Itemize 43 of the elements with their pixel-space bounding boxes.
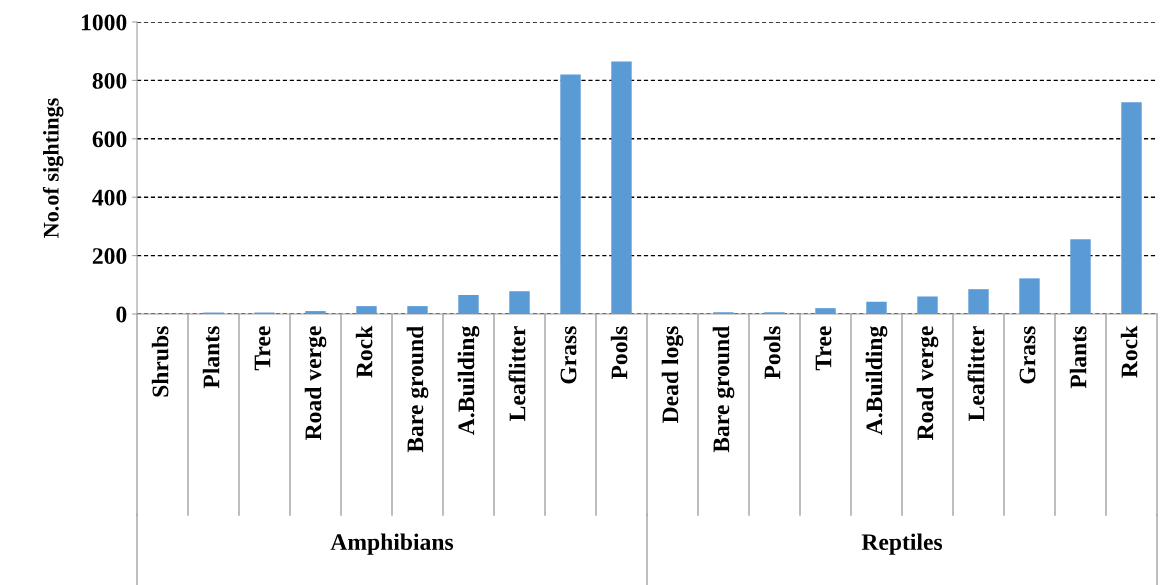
x-tick-label: Plants <box>202 326 220 389</box>
y-tick-label: 800 <box>92 72 127 89</box>
x-tick-label: Rock <box>1120 325 1138 378</box>
x-tick-label: Bare ground <box>712 325 735 453</box>
x-tick-label: Grass <box>560 326 577 384</box>
x-tick-label: Bare ground <box>406 325 429 453</box>
x-tick-label: A.Building <box>457 325 480 436</box>
bar <box>1121 102 1142 314</box>
x-tick-label: Pools <box>610 326 628 380</box>
x-tick-label: Dead logs <box>661 326 684 423</box>
bar <box>305 311 326 314</box>
x-tick-label: Leaflitter <box>967 326 985 421</box>
y-tick-label: 200 <box>92 248 127 265</box>
bar <box>509 291 530 314</box>
x-tick-label: Plants <box>1069 326 1087 389</box>
x-tick-label: Road verge <box>916 326 939 441</box>
bar <box>815 308 836 314</box>
bar <box>1070 239 1091 314</box>
bar <box>560 74 581 314</box>
x-tick-label: Rock <box>355 325 373 378</box>
bar <box>917 296 938 314</box>
y-tick-label: 1000 <box>81 14 127 31</box>
y-tick-label: 0 <box>116 306 127 323</box>
bar <box>968 289 989 314</box>
y-tick-label: 400 <box>92 189 127 206</box>
x-tick-label: Leaflitter <box>508 326 526 421</box>
bar <box>866 301 887 314</box>
bar <box>611 61 632 314</box>
x-tick-label: Pools <box>763 326 781 380</box>
x-tick-label: Road verge <box>304 326 327 441</box>
y-axis-title: No.of sightings <box>42 98 64 238</box>
x-tick-label: A.Building <box>865 325 888 436</box>
x-tick-label: Tree <box>815 326 832 371</box>
bar <box>356 306 377 314</box>
x-tick-label: Grass <box>1019 326 1036 384</box>
x-tick-label: Tree <box>254 326 271 371</box>
bar <box>1019 278 1040 314</box>
bar <box>407 306 428 314</box>
bar <box>458 295 479 314</box>
text: Amphibians <box>330 533 454 555</box>
x-tick-label: Shrubs <box>151 326 169 397</box>
text: Reptiles <box>861 533 943 555</box>
y-tick-label: 600 <box>92 131 127 148</box>
